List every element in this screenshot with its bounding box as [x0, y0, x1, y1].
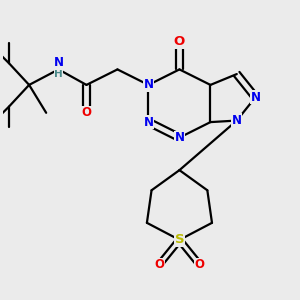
Text: N: N [250, 91, 260, 104]
Text: H: H [54, 69, 63, 80]
Text: O: O [195, 258, 205, 271]
Text: N: N [143, 78, 154, 92]
Text: S: S [175, 233, 184, 246]
Text: O: O [82, 106, 92, 119]
Text: N: N [54, 56, 64, 69]
Text: N: N [174, 131, 184, 144]
Text: N: N [232, 114, 242, 127]
Text: O: O [174, 35, 185, 48]
Text: O: O [154, 258, 164, 271]
Text: N: N [143, 116, 154, 129]
